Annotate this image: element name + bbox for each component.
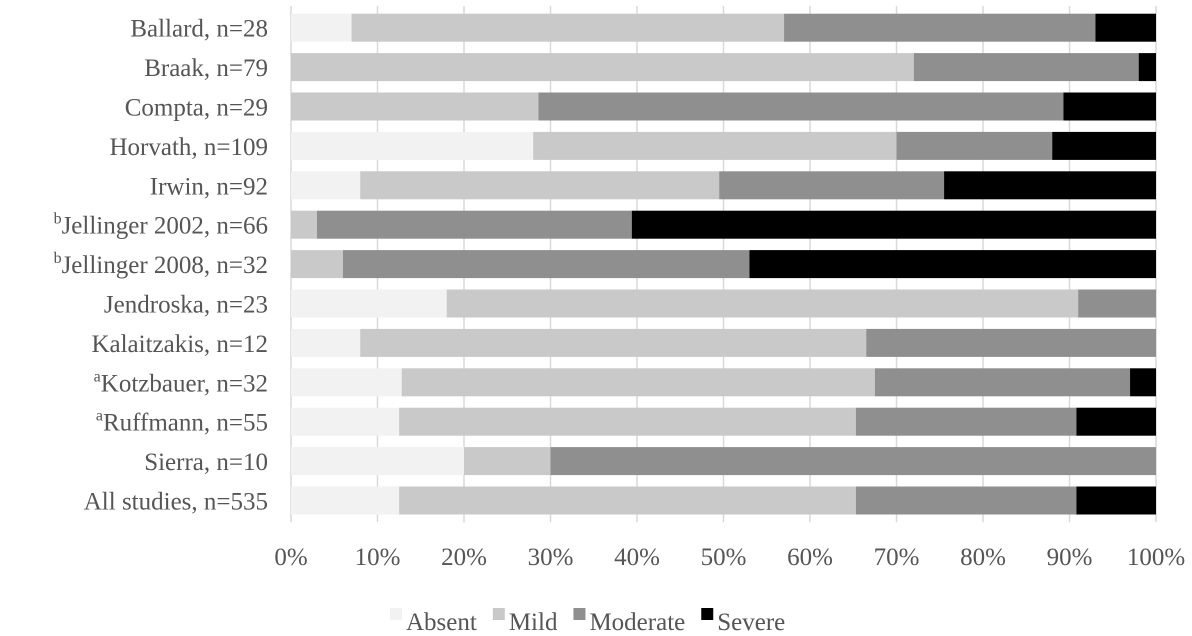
bar-segment-moderate (538, 92, 1064, 121)
x-tick-label: 30% (528, 544, 574, 571)
bar-segment-mild (399, 407, 856, 436)
legend-label-moderate: Moderate (589, 609, 685, 636)
bar-segment-severe (1138, 53, 1156, 82)
x-tick-label: 20% (441, 544, 487, 571)
x-tick-label: 0% (274, 544, 307, 571)
bar-segment-severe (1095, 13, 1156, 42)
bar-segment-mild (446, 289, 1079, 318)
category-label-text: Jellinger 2002, n=66 (62, 213, 268, 240)
legend-swatch-mild (492, 608, 505, 620)
category-label: All studies, n=535 (84, 489, 268, 516)
category-label-text: Ruffmann, n=55 (103, 410, 268, 437)
bar-segment-moderate (342, 250, 750, 279)
legend-swatch-moderate (573, 608, 586, 620)
category-label-text: Ballard, n=28 (130, 16, 268, 43)
category-labels: Ballard, n=28 Braak, n=79 Compta, n=29 Horv… (54, 16, 268, 516)
bar-segment-moderate (866, 328, 1156, 357)
category-label-text: Jellinger 2008, n=32 (62, 252, 268, 279)
category-label-text: Compta, n=29 (125, 95, 268, 122)
x-axis-ticks: 0% 10% 20% 30% 40% 50% 60% 70% 80% 90% 100% (274, 544, 1185, 571)
bar-segment-absent (291, 13, 352, 42)
legend-label-absent: Absent (406, 609, 477, 636)
bar-segment-mild (291, 250, 343, 279)
legend-swatch-absent (390, 608, 402, 620)
category-label-text: Irwin, n=92 (150, 173, 268, 200)
bar-segment-severe (1076, 407, 1156, 436)
bar-segment-mild (401, 368, 875, 397)
x-tick-label: 60% (787, 544, 833, 571)
bar-segment-moderate (896, 131, 1053, 160)
x-tick-label: 70% (874, 544, 920, 571)
legend-label-mild: Mild (509, 609, 558, 636)
bar-segment-severe (1130, 368, 1156, 397)
legend: Absent Mild Moderate Severe (390, 608, 785, 636)
category-label: Jendroska, n=23 (104, 292, 268, 319)
bar-segment-moderate (719, 171, 945, 200)
bar-segment-mild (533, 131, 897, 160)
bar-segment-severe (1063, 92, 1156, 121)
footnote-marker: b (54, 250, 62, 267)
bar-segment-absent (291, 328, 361, 357)
bar-segment-moderate (316, 210, 632, 239)
bar-segment-severe (631, 210, 1156, 239)
bar-segment-absent (291, 407, 400, 436)
bar-segment-absent (291, 289, 447, 318)
category-label: Compta, n=29 (125, 95, 268, 122)
category-label: aRuffmann, n=55 (96, 408, 268, 437)
bar-segment-mild (291, 53, 914, 82)
bar-segment-moderate (784, 13, 1096, 42)
bars (291, 13, 1156, 515)
legend-swatch-severe (701, 608, 714, 620)
category-label-text: Horvath, n=109 (109, 134, 268, 161)
bar-segment-mild (464, 447, 551, 476)
category-label-text: Sierra, n=10 (144, 449, 268, 476)
bar-segment-mild (399, 486, 856, 515)
category-label-text: Jendroska, n=23 (104, 292, 268, 319)
category-label: Kalaitzakis, n=12 (91, 331, 268, 358)
category-label-text: All studies, n=535 (84, 489, 268, 516)
footnote-marker: b (54, 211, 62, 228)
bar-segment-moderate (1078, 289, 1156, 318)
footnote-marker: a (94, 368, 101, 385)
bar-segment-severe (1076, 486, 1156, 515)
bar-segment-absent (291, 368, 402, 397)
bar-segment-moderate (874, 368, 1131, 397)
category-label-text: Kotzbauer, n=32 (101, 370, 268, 397)
x-tick-label: 40% (614, 544, 660, 571)
bar-segment-moderate (855, 407, 1077, 436)
bar-segment-absent (291, 171, 361, 200)
category-label: Ballard, n=28 (130, 16, 268, 43)
category-label: aKotzbauer, n=32 (94, 368, 268, 397)
category-label: Sierra, n=10 (144, 449, 268, 476)
bar-segment-moderate (913, 53, 1139, 82)
bar-segment-moderate (550, 447, 1156, 476)
bar-segment-absent (291, 131, 534, 160)
category-label: bJellinger 2008, n=32 (54, 250, 268, 279)
x-tick-label: 100% (1127, 544, 1185, 571)
category-label-text: Kalaitzakis, n=12 (91, 331, 268, 358)
bar-segment-moderate (855, 486, 1077, 515)
category-label: Irwin, n=92 (150, 173, 268, 200)
bar-segment-mild (360, 328, 867, 357)
bar-segment-mild (351, 13, 785, 42)
category-label: bJellinger 2002, n=66 (54, 211, 268, 240)
bar-segment-absent (291, 447, 464, 476)
legend-label-severe: Severe (717, 609, 785, 636)
bar-segment-mild (360, 171, 720, 200)
bar-segment-severe (1052, 131, 1156, 160)
bar-segment-absent (291, 486, 400, 515)
bar-segment-severe (749, 250, 1156, 279)
bar-segment-mild (291, 92, 539, 121)
x-tick-label: 80% (960, 544, 1006, 571)
x-tick-label: 50% (701, 544, 747, 571)
x-tick-label: 10% (355, 544, 401, 571)
category-label-text: Braak, n=79 (144, 55, 268, 82)
category-label: Braak, n=79 (144, 55, 268, 82)
x-tick-label: 90% (1047, 544, 1093, 571)
bar-segment-severe (944, 171, 1156, 200)
category-label: Horvath, n=109 (109, 134, 268, 161)
bar-segment-mild (291, 210, 317, 239)
footnote-marker: a (96, 408, 103, 425)
